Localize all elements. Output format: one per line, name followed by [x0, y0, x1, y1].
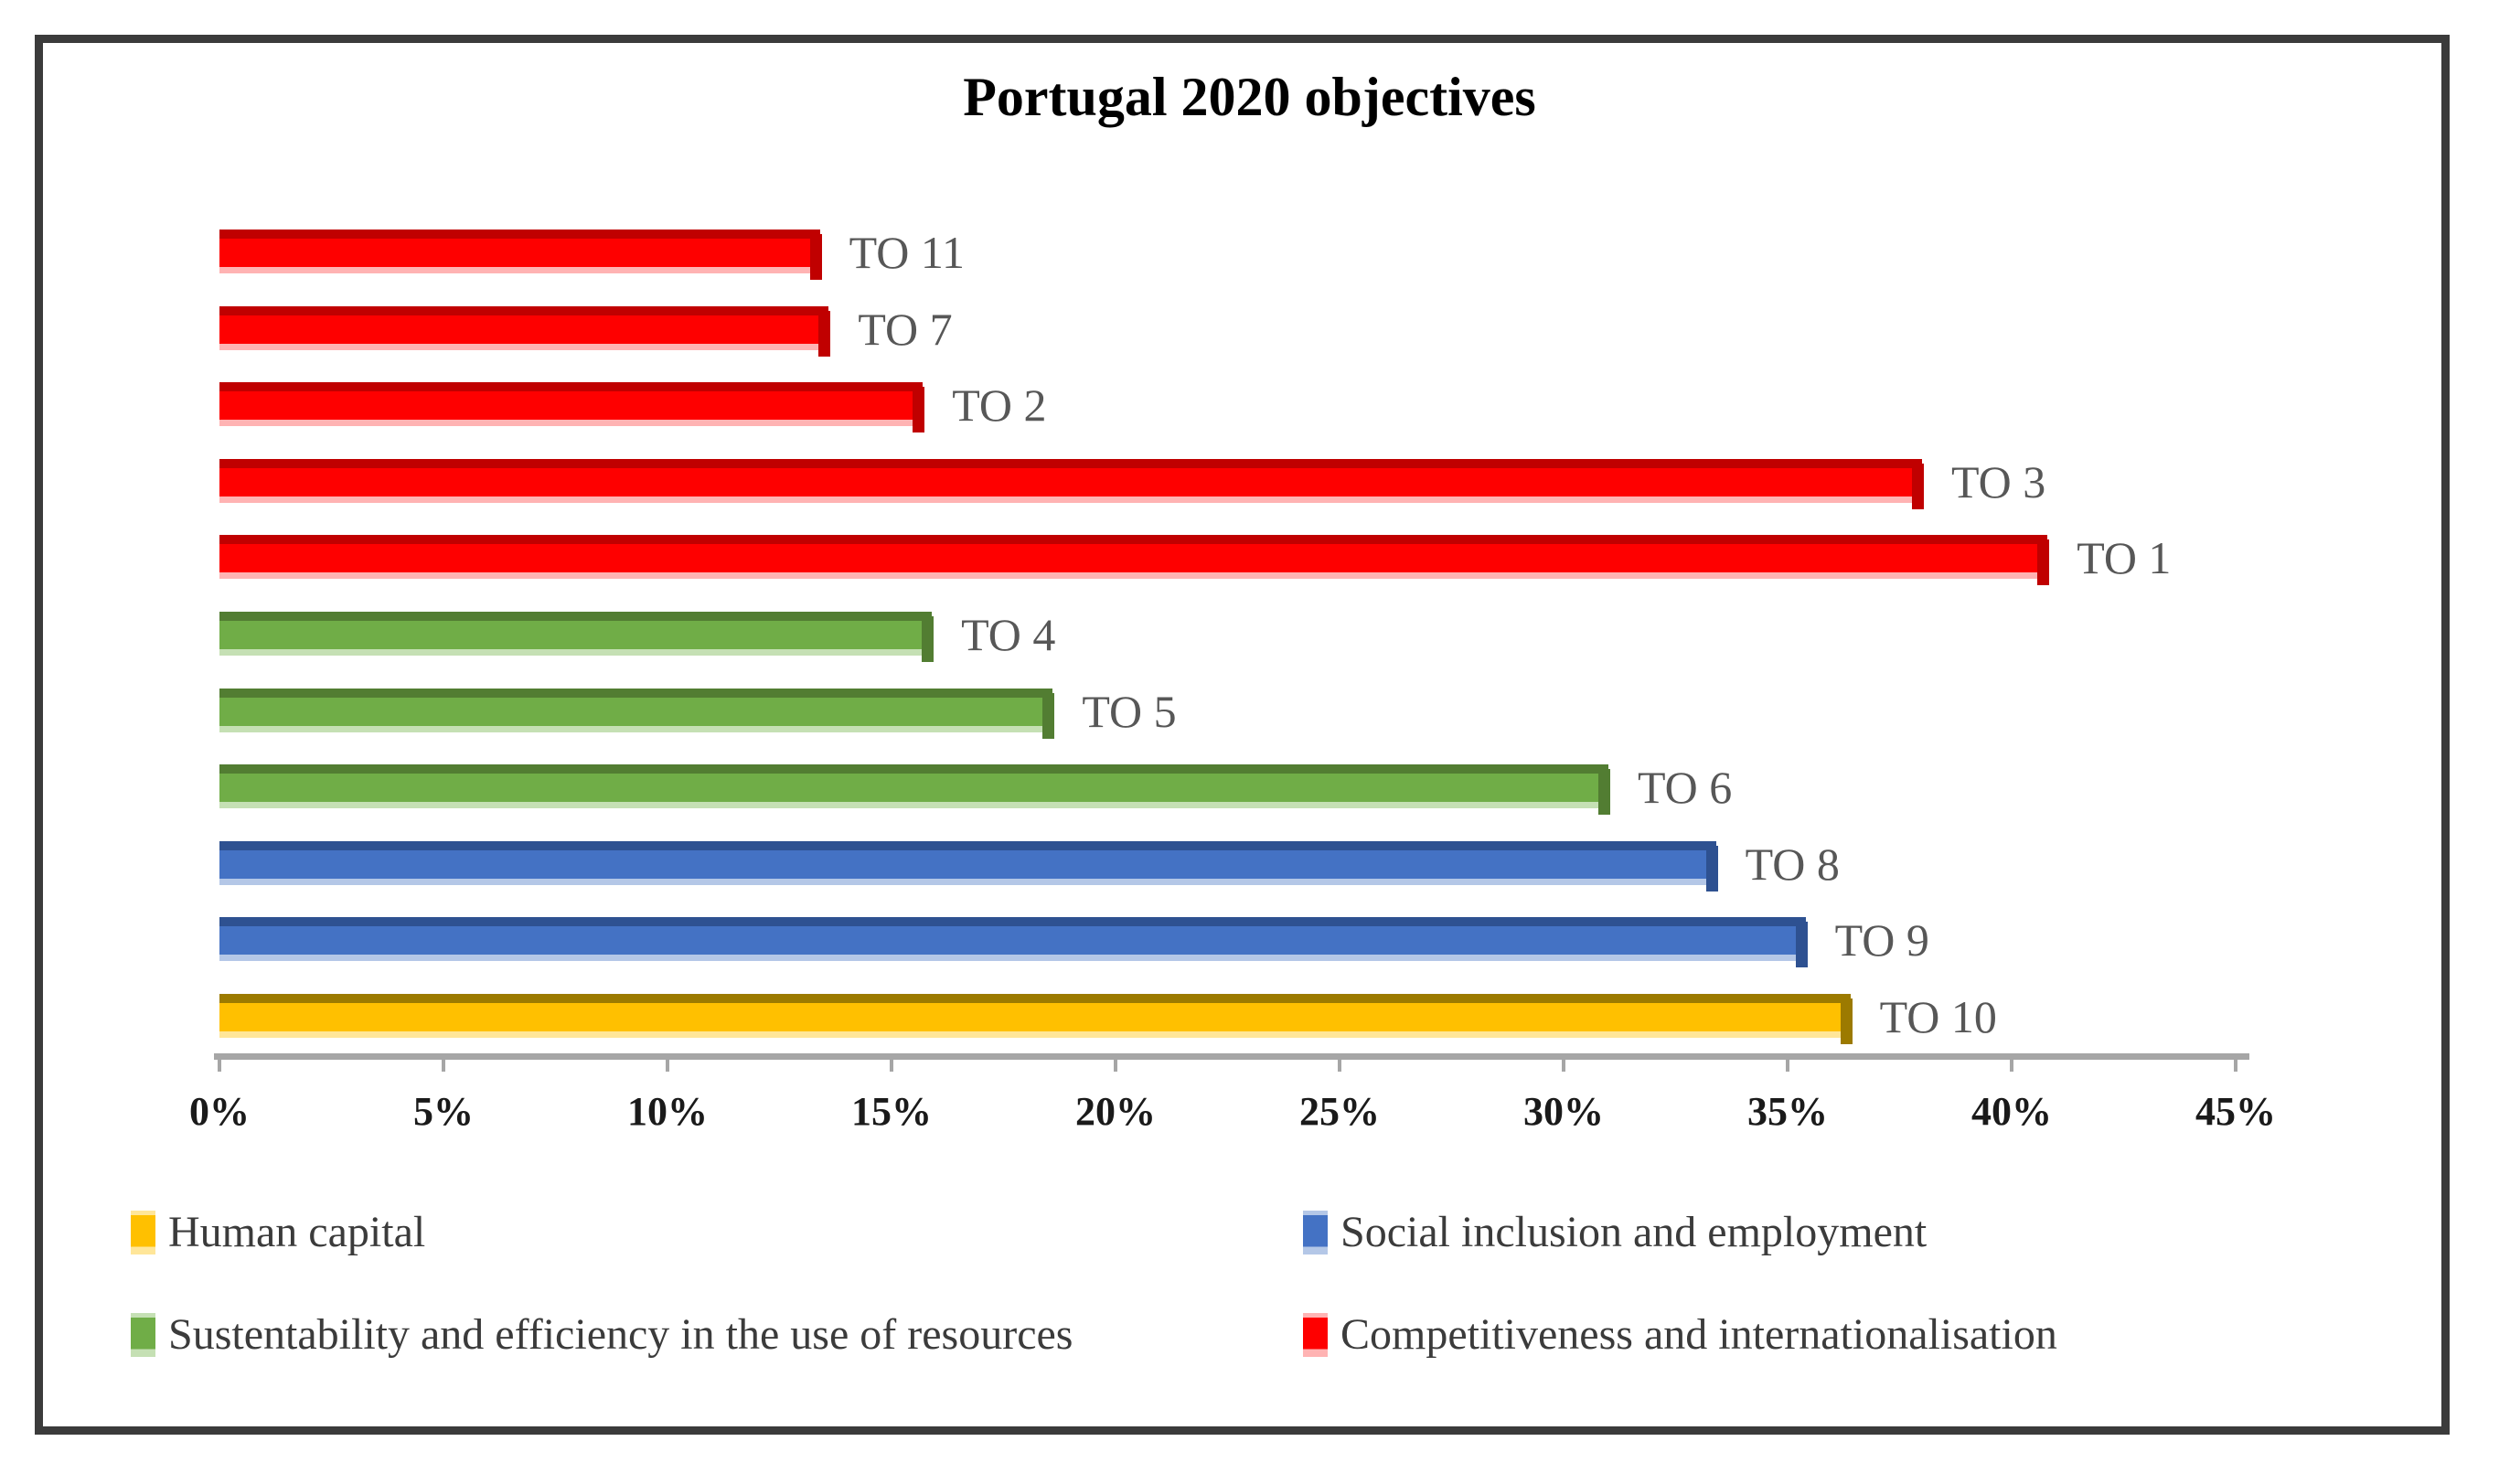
x-axis-tick-label-15: 15% — [851, 1089, 932, 1134]
bar-to-8 — [219, 838, 1718, 891]
bar-label-to-11: TO 11 — [849, 227, 965, 278]
legend-swatch-sustentability-and-efficiency-in-the-use-of-resources — [131, 1312, 155, 1357]
bar-to-11 — [219, 228, 822, 280]
bar-label-to-3: TO 3 — [1951, 455, 2046, 507]
bar-label-to-7: TO 7 — [858, 303, 953, 355]
bar-end-cap — [1840, 998, 1853, 1044]
x-axis-tick-0 — [218, 1060, 221, 1072]
bar-label-to-5: TO 5 — [1082, 685, 1177, 737]
x-axis-tick-45 — [2234, 1060, 2237, 1072]
bar-to-6 — [219, 763, 1610, 816]
bar-end-cap — [2037, 539, 2050, 586]
bar-to-1 — [219, 533, 2050, 586]
bar-to-9 — [219, 915, 1808, 968]
x-axis-tick-20 — [1114, 1060, 1117, 1072]
x-axis-tick-30 — [1562, 1060, 1565, 1072]
bar-end-cap — [1795, 922, 1808, 968]
bar-label-to-4: TO 4 — [961, 609, 1056, 660]
x-axis-tick-label-25: 25% — [1299, 1089, 1380, 1134]
x-axis-tick-40 — [2010, 1060, 2013, 1072]
legend-label-competitiveness-and-internationalisation: Competitiveness and internationalisation — [1340, 1310, 2057, 1359]
legend-label-human-capital: Human capital — [168, 1208, 426, 1256]
legend-swatch-social-inclusion-and-employment — [1303, 1210, 1328, 1254]
bar-to-4 — [219, 610, 934, 662]
bar-to-10 — [219, 992, 1853, 1044]
chart-title: Portugal 2020 objectives — [963, 67, 1536, 127]
bar-label-to-8: TO 8 — [1745, 838, 1840, 890]
x-axis-tick-5 — [442, 1060, 445, 1072]
x-axis-tick-label-5: 5% — [413, 1089, 474, 1134]
bar-end-cap — [1598, 769, 1610, 816]
legend-item-social-inclusion-and-employment: Social inclusion and employment — [1303, 1207, 1927, 1257]
legend-label-sustentability-and-efficiency-in-the-use-of-resources: Sustentability and efficiency in the use… — [168, 1310, 1073, 1359]
x-axis-tick-25 — [1338, 1060, 1341, 1072]
bar-end-cap — [1042, 692, 1055, 739]
x-axis-tick-35 — [1786, 1060, 1789, 1072]
bar-end-cap — [1912, 463, 1924, 509]
x-axis-tick-label-40: 40% — [1971, 1089, 2052, 1134]
bar-label-to-1: TO 1 — [2077, 532, 2172, 584]
x-axis-tick-15 — [890, 1060, 893, 1072]
x-axis-line — [214, 1053, 2249, 1060]
x-axis-tick-label-10: 10% — [627, 1089, 708, 1134]
bar-to-3 — [219, 456, 1924, 509]
legend-swatch-human-capital — [131, 1210, 155, 1254]
bar-end-cap — [809, 234, 822, 280]
bar-label-to-6: TO 6 — [1638, 762, 1733, 814]
bar-end-cap — [818, 310, 831, 357]
x-axis-tick-label-45: 45% — [2195, 1089, 2276, 1134]
bar-label-to-9: TO 9 — [1834, 914, 1929, 966]
bar-end-cap — [922, 616, 934, 662]
legend-item-sustentability-and-efficiency-in-the-use-of-resources: Sustentability and efficiency in the use… — [131, 1309, 1073, 1360]
bar-label-to-2: TO 2 — [952, 379, 1047, 432]
x-axis-tick-label-35: 35% — [1747, 1089, 1828, 1134]
x-axis-tick-label-30: 30% — [1523, 1089, 1604, 1134]
bar-end-cap — [913, 387, 925, 433]
legend-swatch-competitiveness-and-internationalisation — [1303, 1312, 1328, 1357]
legend-item-competitiveness-and-internationalisation: Competitiveness and internationalisation — [1303, 1309, 2057, 1360]
legend-label-social-inclusion-and-employment: Social inclusion and employment — [1340, 1208, 1928, 1256]
x-axis-tick-label-20: 20% — [1075, 1089, 1156, 1134]
bar-to-7 — [219, 304, 831, 357]
x-axis-tick-label-0: 0% — [189, 1089, 250, 1134]
bar-to-5 — [219, 686, 1055, 739]
bar-label-to-10: TO 10 — [1879, 991, 1997, 1042]
bar-end-cap — [1705, 845, 1718, 891]
x-axis-tick-10 — [666, 1060, 669, 1072]
bar-to-2 — [219, 380, 925, 433]
legend-item-human-capital: Human capital — [131, 1207, 425, 1257]
